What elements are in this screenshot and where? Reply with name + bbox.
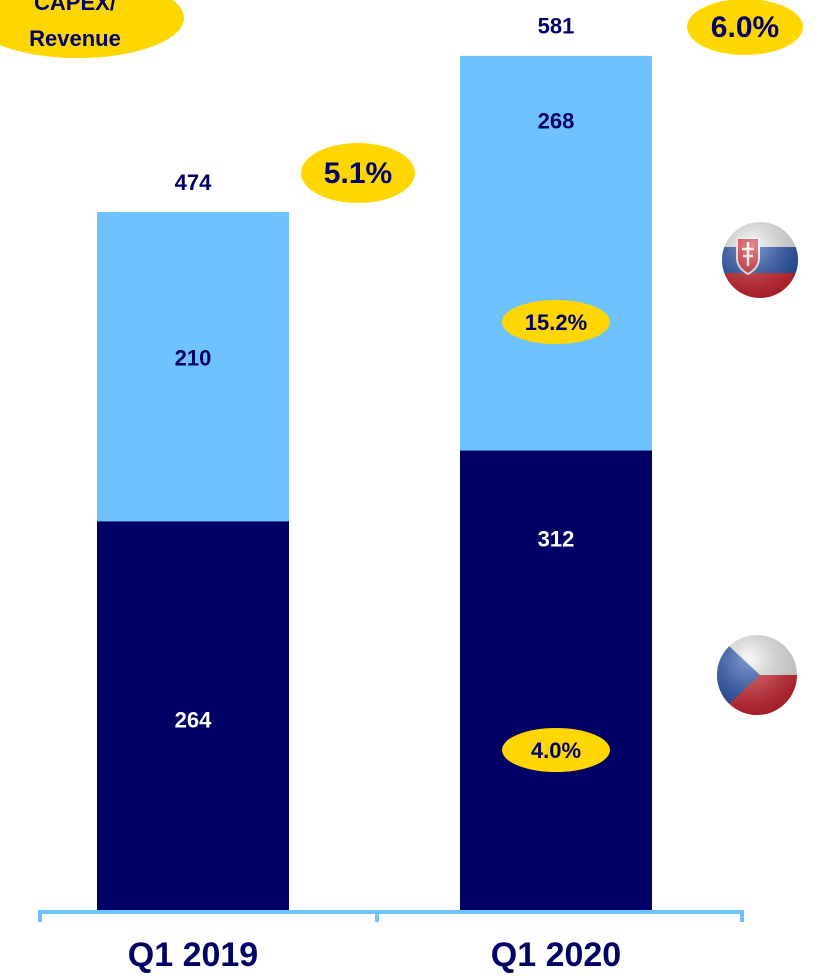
ratio-label: 4.0%	[531, 738, 581, 763]
flag-czech	[717, 635, 797, 715]
ratio-label: 6.0%	[711, 11, 779, 44]
bar-value-label: 210	[175, 345, 212, 370]
ratio-bubble	[301, 143, 415, 203]
bar-segment	[97, 521, 289, 910]
capex-label: CAPEX/	[34, 0, 116, 15]
total-label: 474	[175, 170, 212, 195]
bar-value-label: 268	[538, 109, 575, 134]
ratio-label: 5.1%	[324, 157, 392, 190]
capex-label: Revenue	[29, 26, 121, 51]
capex-bubble	[0, 0, 184, 58]
ratio-bubble	[502, 728, 610, 772]
bar-segment	[460, 450, 652, 910]
bar-segment	[97, 211, 289, 522]
total-label: 581	[538, 14, 575, 39]
x-tick-label: Q1 2019	[128, 936, 258, 974]
bar-value-label: 312	[538, 526, 575, 551]
ratio-bubble	[687, 0, 803, 55]
bar-segment	[460, 55, 652, 451]
ratio-label: 15.2%	[525, 310, 587, 335]
flag-slovakia	[722, 222, 798, 298]
bar-value-label: 264	[175, 707, 212, 732]
x-tick-label: Q1 2020	[491, 936, 621, 974]
ratio-bubble	[502, 300, 610, 344]
